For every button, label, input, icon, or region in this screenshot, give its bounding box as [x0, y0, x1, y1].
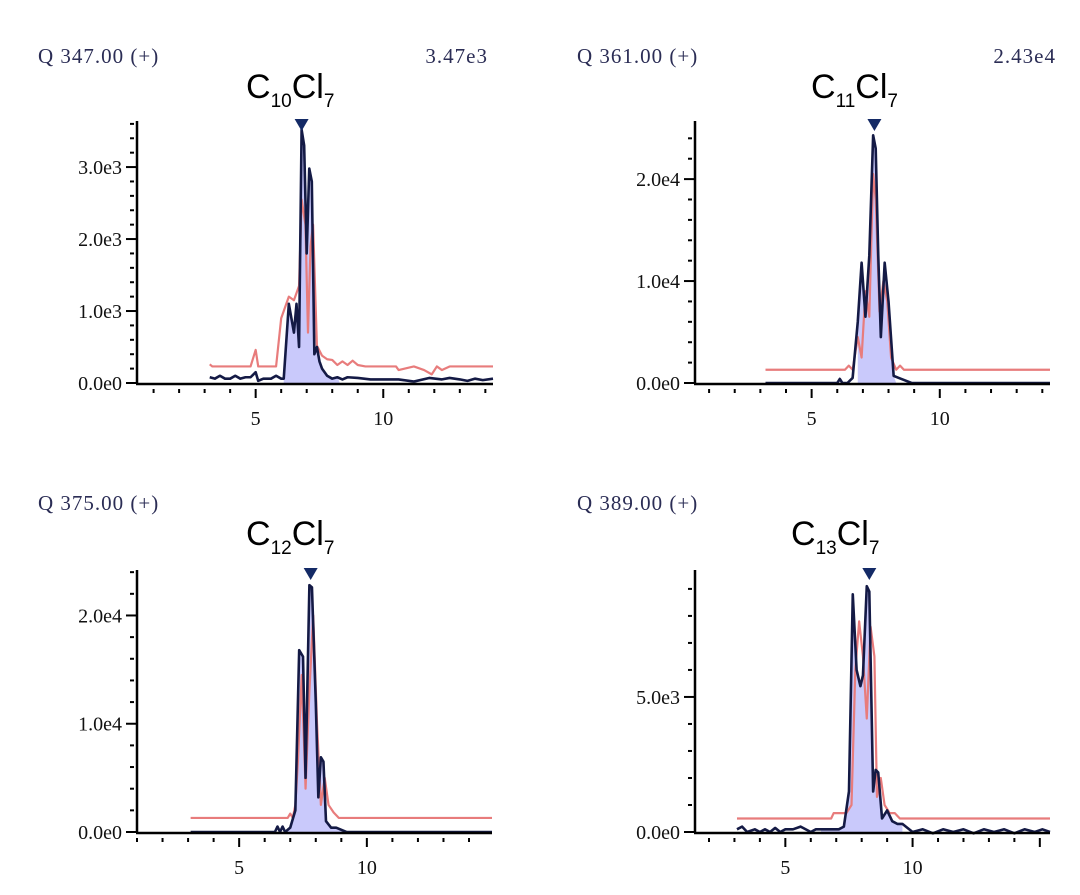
formula-base: C: [791, 515, 816, 553]
formula-base: C: [246, 515, 271, 553]
y-tick-label: 1.0e3: [78, 301, 122, 323]
compound-formula: C12Cl7: [246, 515, 334, 560]
formula-chlorine-count: 7: [323, 538, 335, 559]
x-tick-label: 10: [930, 408, 950, 430]
formula-chlorine-count: 7: [323, 91, 335, 112]
reference-trace-line: [736, 620, 1050, 820]
peak-marker-icon: [294, 119, 309, 131]
formula-element: Cl: [291, 68, 324, 106]
mass-header: Q 361.00 (+): [577, 44, 699, 68]
peak-marker-icon: [862, 568, 877, 580]
max-intensity-label: 2.43e4: [993, 44, 1056, 68]
y-tick-label: 0.0e0: [636, 822, 680, 844]
y-tick-label: 3.0e3: [78, 157, 122, 179]
chromatogram-panel-q361: Q 361.00 (+) 2.43e4 C11Cl7 0.0e0 1.0e4 2.0…: [540, 0, 1080, 447]
compound-formula: C13Cl7: [791, 515, 879, 560]
compound-formula: C10Cl7: [246, 68, 334, 113]
chart-svg: 0.0e0 1.0e3 2.0e3 3.0e3 5 10: [78, 119, 494, 430]
formula-base: C: [811, 68, 836, 106]
y-tick-label: 1.0e4: [78, 714, 122, 736]
x-tick-label: 10: [373, 408, 393, 430]
chart-svg: 0.0e0 5.0e3 5 10: [636, 568, 1051, 879]
formula-carbon-count: 12: [270, 538, 292, 559]
formula-chlorine-count: 7: [868, 538, 880, 559]
formula-carbon-count: 10: [270, 91, 292, 112]
formula-element: Cl: [291, 515, 324, 553]
max-intensity-label: 3.47e3: [425, 44, 488, 68]
chromatogram-panel-q389: Q 389.00 (+) C13Cl7 0.0e0 5.0e3 5 10: [540, 447, 1080, 894]
mass-header: Q 389.00 (+): [577, 491, 699, 515]
x-tick-label: 5: [234, 857, 244, 879]
formula-element: Cl: [855, 68, 888, 106]
chromatogram-panel-q375: Q 375.00 (+) C12Cl7 0.0e0 1.0e4 2.0e4 5 10: [0, 447, 540, 894]
y-tick-label: 2.0e4: [78, 605, 122, 627]
peak-area-fill: [285, 585, 349, 832]
x-tick-label: 5: [780, 857, 790, 879]
y-tick-label: 2.0e4: [636, 169, 680, 191]
reference-trace-line: [765, 172, 1050, 371]
y-tick-label: 0.0e0: [636, 373, 680, 395]
y-tick-label: 2.0e3: [78, 229, 122, 251]
formula-base: C: [246, 68, 271, 106]
chart-svg: 0.0e0 1.0e4 2.0e4 5 10: [636, 119, 1050, 430]
mass-header: Q 347.00 (+): [38, 44, 160, 68]
formula-carbon-count: 11: [835, 91, 856, 112]
sample-trace-line: [209, 128, 494, 383]
chromatogram-panel-q347: Q 347.00 (+) 3.47e3 C10Cl7 0.0e0 1.0e3 2.0…: [0, 0, 540, 447]
reference-trace-line: [190, 614, 492, 820]
formula-carbon-count: 13: [815, 538, 837, 559]
sample-trace-line: [765, 133, 1050, 385]
x-tick-label: 10: [357, 857, 377, 879]
peak-area-fill: [820, 586, 903, 832]
sample-trace-line: [190, 583, 492, 834]
sample-trace-line: [736, 584, 1051, 835]
y-tick-label: 1.0e4: [636, 271, 680, 293]
reference-trace-line: [209, 198, 493, 376]
peak-marker-icon: [303, 568, 318, 580]
peak-marker-icon: [867, 119, 882, 131]
x-tick-label: 5: [251, 408, 261, 430]
formula-chlorine-count: 7: [887, 91, 898, 112]
mass-header: Q 375.00 (+): [38, 491, 160, 515]
x-tick-label: 5: [807, 408, 817, 430]
y-tick-label: 0.0e0: [78, 373, 122, 395]
compound-formula: C11Cl7: [811, 68, 898, 113]
formula-element: Cl: [836, 515, 869, 553]
y-tick-label: 5.0e3: [636, 687, 680, 709]
x-tick-label: 10: [903, 857, 923, 879]
y-tick-label: 0.0e0: [78, 822, 122, 844]
chart-svg: 0.0e0 1.0e4 2.0e4 5 10: [78, 568, 492, 879]
